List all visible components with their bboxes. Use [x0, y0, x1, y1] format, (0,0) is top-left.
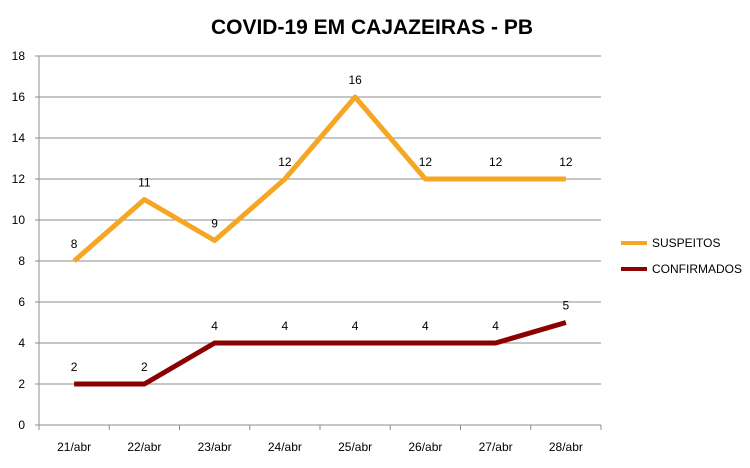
x-tick-label: 23/abr [198, 440, 232, 454]
data-label: 4 [352, 319, 359, 333]
data-label: 12 [489, 155, 503, 169]
legend-label: SUSPEITOS [652, 236, 720, 250]
y-tick-label: 14 [12, 131, 26, 145]
data-label: 12 [559, 155, 573, 169]
series-line-suspeitos [72, 94, 566, 263]
data-label: 4 [422, 319, 429, 333]
x-tick-label: 24/abr [268, 440, 302, 454]
legend-label: CONFIRMADOS [652, 262, 742, 276]
y-tick-label: 6 [18, 295, 25, 309]
y-tick-label: 10 [12, 213, 26, 227]
data-label: 9 [211, 217, 218, 231]
series-line-confirmados [74, 320, 567, 387]
data-label: 11 [138, 176, 151, 190]
data-labels: 8 11 9 12 16 12 12 12 2 2 4 4 4 4 4 5 [71, 73, 573, 374]
data-label: 4 [211, 319, 218, 333]
y-tick-label: 4 [18, 336, 25, 350]
legend: SUSPEITOS CONFIRMADOS [621, 236, 742, 276]
y-tick-label: 12 [12, 172, 26, 186]
data-label: 5 [563, 299, 570, 313]
chart-title: COVID-19 EM CAJAZEIRAS - PB [211, 16, 533, 39]
y-tick-label: 2 [18, 377, 25, 391]
y-tick-label: 16 [12, 90, 26, 104]
data-label: 4 [282, 319, 289, 333]
x-tick-label: 27/abr [479, 440, 513, 454]
data-label: 2 [141, 360, 148, 374]
x-tick-label: 21/abr [57, 440, 91, 454]
data-label: 4 [492, 319, 499, 333]
data-label: 2 [71, 360, 78, 374]
y-tick-label: 0 [18, 418, 25, 432]
data-label: 12 [419, 155, 433, 169]
y-axis-ticks: 0 2 4 6 8 10 12 14 16 18 [12, 49, 26, 432]
series-lines [72, 94, 567, 387]
x-tick-label: 25/abr [338, 440, 372, 454]
y-tick-label: 18 [12, 49, 26, 63]
x-tick-label: 28/abr [549, 440, 583, 454]
axes [35, 55, 602, 430]
x-axis-ticks: 21/abr 22/abr 23/abr 24/abr 25/abr 26/abr 27/a… [57, 440, 583, 454]
data-label: 12 [278, 155, 292, 169]
data-label: 16 [348, 73, 362, 87]
y-tick-label: 8 [18, 254, 25, 268]
x-tick-label: 26/abr [408, 440, 442, 454]
data-label: 8 [71, 237, 78, 251]
grid-lines [39, 55, 601, 385]
x-tick-label: 22/abr [127, 440, 161, 454]
